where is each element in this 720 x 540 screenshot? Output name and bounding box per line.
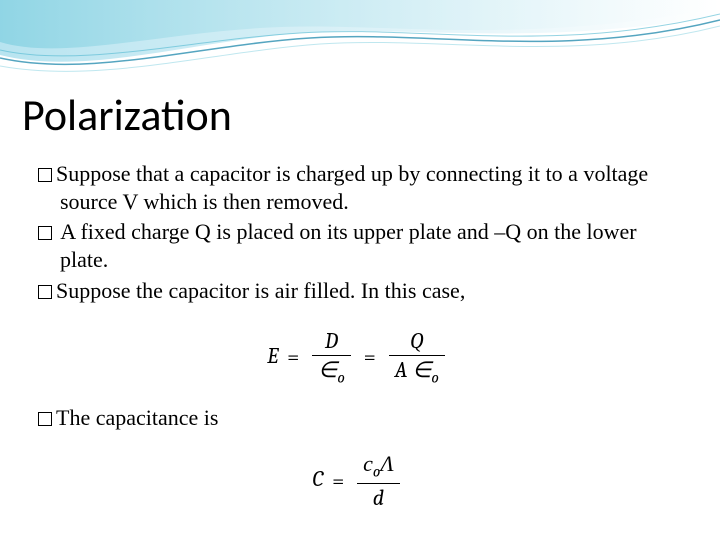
bullet-item: Suppose that a capacitor is charged up b… (38, 160, 678, 216)
bullet-text: A fixed charge Q is placed on its upper … (56, 219, 637, 272)
bullet-item: Suppose the capacitor is air filled. In … (38, 277, 678, 305)
eq-lhs: C (312, 466, 323, 492)
slide-wave-decoration (0, 0, 720, 90)
bullet-item: The capacitance is (38, 404, 678, 432)
numerator: Q (389, 329, 445, 356)
eq-lhs: E (267, 343, 278, 369)
equation-1: E = D ∈o = Q A ∈o (38, 329, 678, 387)
fraction: Q A ∈o (389, 329, 445, 387)
denominator: ∈o (312, 356, 351, 386)
equals-sign: = (287, 343, 299, 371)
denominator: A ∈o (389, 356, 445, 386)
numerator: D (312, 329, 351, 356)
fraction: сoΛ d (357, 452, 400, 510)
denominator: d (357, 484, 400, 510)
slide-body: Suppose that a capacitor is charged up b… (38, 160, 678, 510)
bullet-text: The capacitance is (56, 405, 218, 430)
equals-sign: = (364, 343, 376, 371)
numerator: сoΛ (357, 452, 400, 483)
bullet-marker-icon (38, 226, 52, 240)
bullet-text: Suppose that a capacitor is charged up b… (56, 161, 648, 214)
equals-sign: = (332, 467, 344, 495)
slide-title: Polarization (22, 88, 232, 142)
bullet-marker-icon (38, 412, 52, 426)
bullet-marker-icon (38, 285, 52, 299)
equation-2: C = сoΛ d (38, 452, 678, 510)
bullet-text: Suppose the capacitor is air filled. In … (56, 278, 465, 303)
bullet-item: A fixed charge Q is placed on its upper … (38, 218, 678, 274)
fraction: D ∈o (312, 329, 351, 387)
bullet-marker-icon (38, 168, 52, 182)
